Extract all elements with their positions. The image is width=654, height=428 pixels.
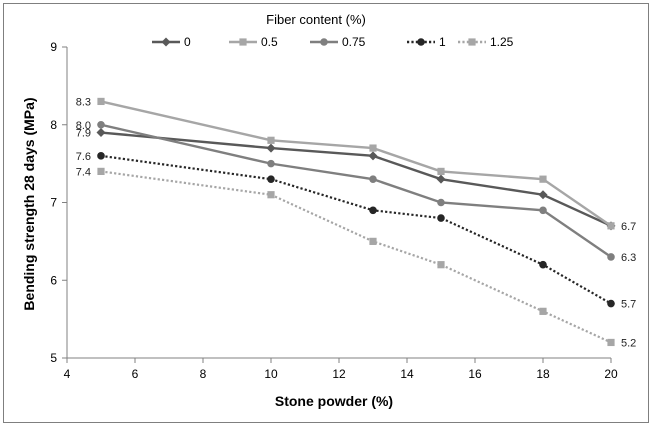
legend-marker: [320, 38, 328, 46]
end-value-label: 5.2: [621, 337, 636, 349]
legend-label: 1.25: [490, 35, 514, 49]
end-value-label: 6.3: [621, 252, 636, 264]
x-axis-title: Stone powder (%): [275, 393, 393, 409]
data-point: [539, 175, 547, 183]
series-0-5: [97, 97, 615, 230]
y-tick-label: 7: [50, 196, 57, 210]
legend: Fiber content (%) 0 0.5 0.75 1 1.25: [152, 12, 514, 49]
end-value-label: 6.7: [621, 221, 636, 233]
legend-title: Fiber content (%): [266, 12, 366, 27]
legend-entry-0-75: 0.75: [310, 35, 366, 49]
data-point: [267, 191, 275, 199]
legend-label: 0: [184, 35, 191, 49]
data-point: [369, 237, 377, 245]
series-line: [100, 100, 612, 227]
data-point: [437, 198, 445, 207]
legend-label: 0.5: [261, 35, 278, 49]
data-point: [369, 206, 377, 215]
x-tick-label: 8: [200, 367, 207, 381]
chart-frame: 4 6 8 10 12 14 16 18 20 5 6 7 8 9 8.3 8.0 7.9 7.6 7.4 6.7 6…: [3, 3, 649, 423]
data-point: [266, 143, 276, 153]
series-0-75: [97, 120, 615, 261]
legend-entry-0: 0: [152, 35, 191, 49]
start-value-label: 7.6: [76, 151, 91, 163]
data-point: [437, 167, 445, 175]
legend-entry-0-5: 0.5: [229, 35, 278, 49]
legend-entry-1-25: 1.25: [458, 35, 514, 49]
x-tick-label: 10: [264, 367, 278, 381]
data-point: [97, 167, 105, 175]
data-point: [437, 261, 445, 269]
start-value-label: 8.0: [76, 120, 91, 132]
y-tick-label: 5: [50, 351, 57, 365]
data-point: [267, 136, 275, 144]
data-point: [436, 174, 446, 184]
data-point: [607, 222, 615, 230]
y-tick-label: 8: [50, 118, 57, 132]
series-line: [100, 170, 612, 344]
y-tick-label: 9: [50, 40, 57, 54]
y-axis-title: Bending strength 28 days (MPa): [21, 97, 37, 310]
series-layer: [96, 97, 616, 347]
start-value-label: 8.3: [76, 96, 91, 108]
legend-marker: [161, 37, 171, 47]
x-tick-label: 14: [400, 367, 414, 381]
series-1: [97, 152, 615, 308]
data-point: [607, 338, 615, 347]
data-point: [607, 253, 615, 261]
legend-marker: [239, 38, 247, 46]
x-tick-label: 20: [604, 367, 618, 381]
data-labels: 8.3 8.07.9 7.6 7.4 6.7 6.3 5.7 5.2: [76, 96, 637, 349]
data-point: [96, 128, 106, 138]
data-point: [369, 175, 377, 183]
legend-label: 1: [439, 35, 446, 49]
series-line: [100, 123, 612, 258]
data-point: [538, 190, 548, 200]
axes: 4 6 8 10 12 14 16 18 20 5 6 7 8 9: [50, 40, 618, 381]
data-point: [267, 175, 275, 183]
x-tick-label: 18: [536, 367, 550, 381]
data-point: [368, 151, 378, 161]
data-point: [267, 159, 275, 168]
x-tick-label: 16: [468, 367, 482, 381]
legend-marker: [417, 38, 425, 46]
data-point: [97, 152, 105, 160]
data-point: [539, 206, 547, 215]
data-point: [437, 214, 445, 222]
legend-marker: [468, 38, 476, 46]
x-tick-label: 12: [332, 367, 346, 381]
series-line: [100, 131, 612, 227]
x-tick-label: 6: [132, 367, 139, 381]
start-value-label: 7.4: [76, 166, 91, 178]
end-value-label: 5.7: [621, 299, 636, 311]
data-point: [369, 144, 377, 152]
y-tick-label: 6: [50, 273, 57, 287]
data-point: [97, 97, 105, 106]
x-tick-label: 4: [64, 367, 71, 381]
series-1-25: [97, 167, 615, 347]
start-value-label: 7.9: [76, 128, 91, 140]
data-point: [607, 299, 615, 308]
legend-entry-1: 1: [407, 35, 446, 49]
data-point: [539, 307, 547, 315]
series-line: [100, 154, 612, 305]
data-point: [539, 260, 547, 269]
legend-label: 0.75: [342, 35, 366, 49]
data-point: [97, 120, 105, 129]
